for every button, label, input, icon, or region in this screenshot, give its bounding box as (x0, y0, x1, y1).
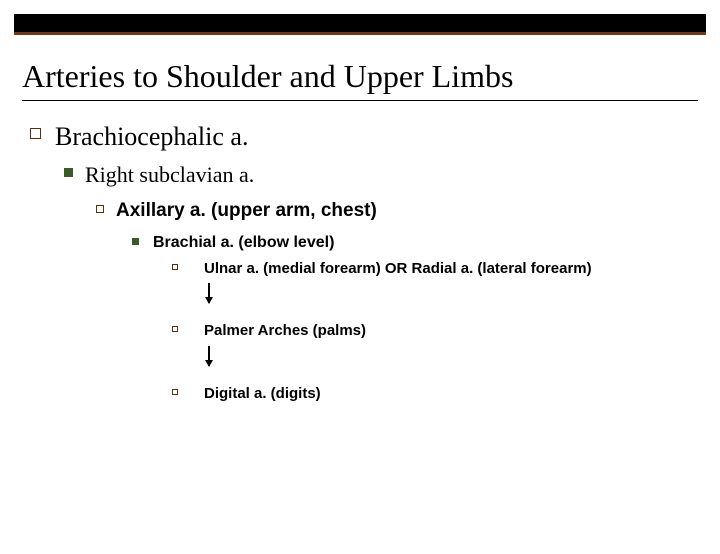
accent-line (14, 32, 706, 35)
open-square-icon (172, 389, 178, 395)
open-square-icon (172, 326, 178, 332)
arrow-down-icon (208, 283, 210, 303)
outline-item-lvl4: Digital a. (digits) (172, 384, 698, 404)
outline-label: Brachiocephalic a. (55, 119, 248, 154)
outline-label: Palmer Arches (palms) (204, 321, 366, 341)
outline-item-lvl4: Palmer Arches (palms) (172, 321, 698, 341)
arrow-down-icon (208, 346, 210, 366)
slide-title: Arteries to Shoulder and Upper Limbs (22, 59, 698, 94)
outline-item-lvl4: Ulnar a. (medial forearm) OR Radial a. (… (172, 259, 698, 279)
outline-label: Ulnar a. (medial forearm) OR Radial a. (… (204, 259, 592, 279)
outline-item-lvl0: Brachiocephalic a. (30, 119, 698, 154)
slide: Arteries to Shoulder and Upper Limbs Bra… (0, 14, 720, 554)
outline-label: Digital a. (digits) (204, 384, 321, 404)
top-bar (14, 14, 706, 32)
open-square-icon (96, 205, 104, 213)
filled-square-icon (64, 168, 73, 177)
arrow-down (208, 283, 698, 303)
outline-item-lvl3: Brachial a. (elbow level) (132, 232, 698, 254)
outline-label: Axillary a. (upper arm, chest) (116, 198, 377, 224)
title-underline (22, 100, 698, 101)
outline-label: Right subclavian a. (85, 160, 254, 190)
outline-item-lvl1: Right subclavian a. (64, 160, 698, 190)
arrow-down (208, 346, 698, 366)
outline-label: Brachial a. (elbow level) (153, 232, 334, 254)
content-area: Brachiocephalic a. Right subclavian a. A… (22, 119, 698, 404)
open-square-icon (172, 264, 178, 270)
filled-square-icon (132, 238, 139, 245)
outline-item-lvl2: Axillary a. (upper arm, chest) (96, 198, 698, 224)
open-square-icon (30, 128, 41, 139)
